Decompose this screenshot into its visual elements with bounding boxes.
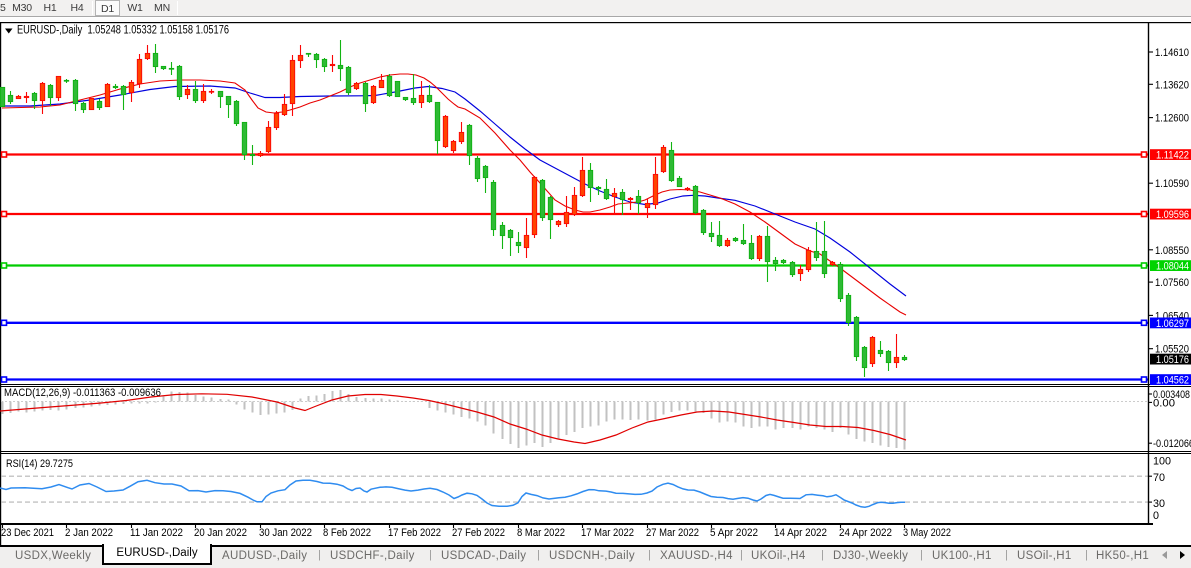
svg-text:1.13620: 1.13620 <box>1155 79 1189 91</box>
svg-text:8 Feb 2022: 8 Feb 2022 <box>323 527 371 539</box>
svg-text:24 Apr 2022: 24 Apr 2022 <box>839 527 892 539</box>
svg-text:0.00: 0.00 <box>1153 397 1175 409</box>
svg-text:1.05176: 1.05176 <box>1156 354 1189 366</box>
svg-text:EURUSD-,Daily 1.05248 1.05332: EURUSD-,Daily 1.05248 1.05332 1.05158 1.… <box>17 25 229 37</box>
svg-text:11 Jan 2022: 11 Jan 2022 <box>130 527 183 539</box>
svg-text:RSI(14) 29.7275: RSI(14) 29.7275 <box>6 458 73 470</box>
svg-text:1.10590: 1.10590 <box>1155 178 1189 190</box>
svg-text:70: 70 <box>1153 472 1165 484</box>
svg-text:27 Feb 2022: 27 Feb 2022 <box>452 527 505 539</box>
svg-text:100: 100 <box>1153 456 1171 468</box>
svg-text:1.14610: 1.14610 <box>1155 47 1189 59</box>
svg-text:20 Jan 2022: 20 Jan 2022 <box>194 527 247 539</box>
svg-text:1.08044: 1.08044 <box>1156 261 1189 273</box>
svg-text:8 Mar 2022: 8 Mar 2022 <box>517 527 565 539</box>
svg-text:0.003408: 0.003408 <box>1153 389 1190 401</box>
svg-text:-0.012066: -0.012066 <box>1153 438 1191 450</box>
svg-text:17 Feb 2022: 17 Feb 2022 <box>388 527 441 539</box>
svg-text:1.06297: 1.06297 <box>1156 318 1189 330</box>
svg-text:1.05520: 1.05520 <box>1155 344 1189 356</box>
svg-text:1.12600: 1.12600 <box>1155 113 1189 125</box>
svg-text:3 May 2022: 3 May 2022 <box>903 527 951 539</box>
svg-text:1.07560: 1.07560 <box>1155 277 1189 289</box>
svg-text:23 Dec 2021: 23 Dec 2021 <box>1 527 54 539</box>
svg-text:1.08550: 1.08550 <box>1155 245 1189 257</box>
svg-text:27 Mar 2022: 27 Mar 2022 <box>646 527 699 539</box>
svg-text:1.11422: 1.11422 <box>1156 150 1189 162</box>
svg-text:14 Apr 2022: 14 Apr 2022 <box>774 527 827 539</box>
svg-text:5 Apr 2022: 5 Apr 2022 <box>710 527 758 539</box>
svg-text:MACD(12,26,9) -0.011363 -0.009: MACD(12,26,9) -0.011363 -0.009636 <box>4 387 161 399</box>
svg-text:17 Mar 2022: 17 Mar 2022 <box>581 527 634 539</box>
svg-text:30: 30 <box>1153 498 1165 510</box>
svg-text:0: 0 <box>1153 510 1159 522</box>
svg-text:30 Jan 2022: 30 Jan 2022 <box>259 527 312 539</box>
svg-text:1.04562: 1.04562 <box>1156 375 1189 387</box>
svg-text:2 Jan 2022: 2 Jan 2022 <box>65 527 113 539</box>
svg-text:1.09596: 1.09596 <box>1156 209 1189 221</box>
